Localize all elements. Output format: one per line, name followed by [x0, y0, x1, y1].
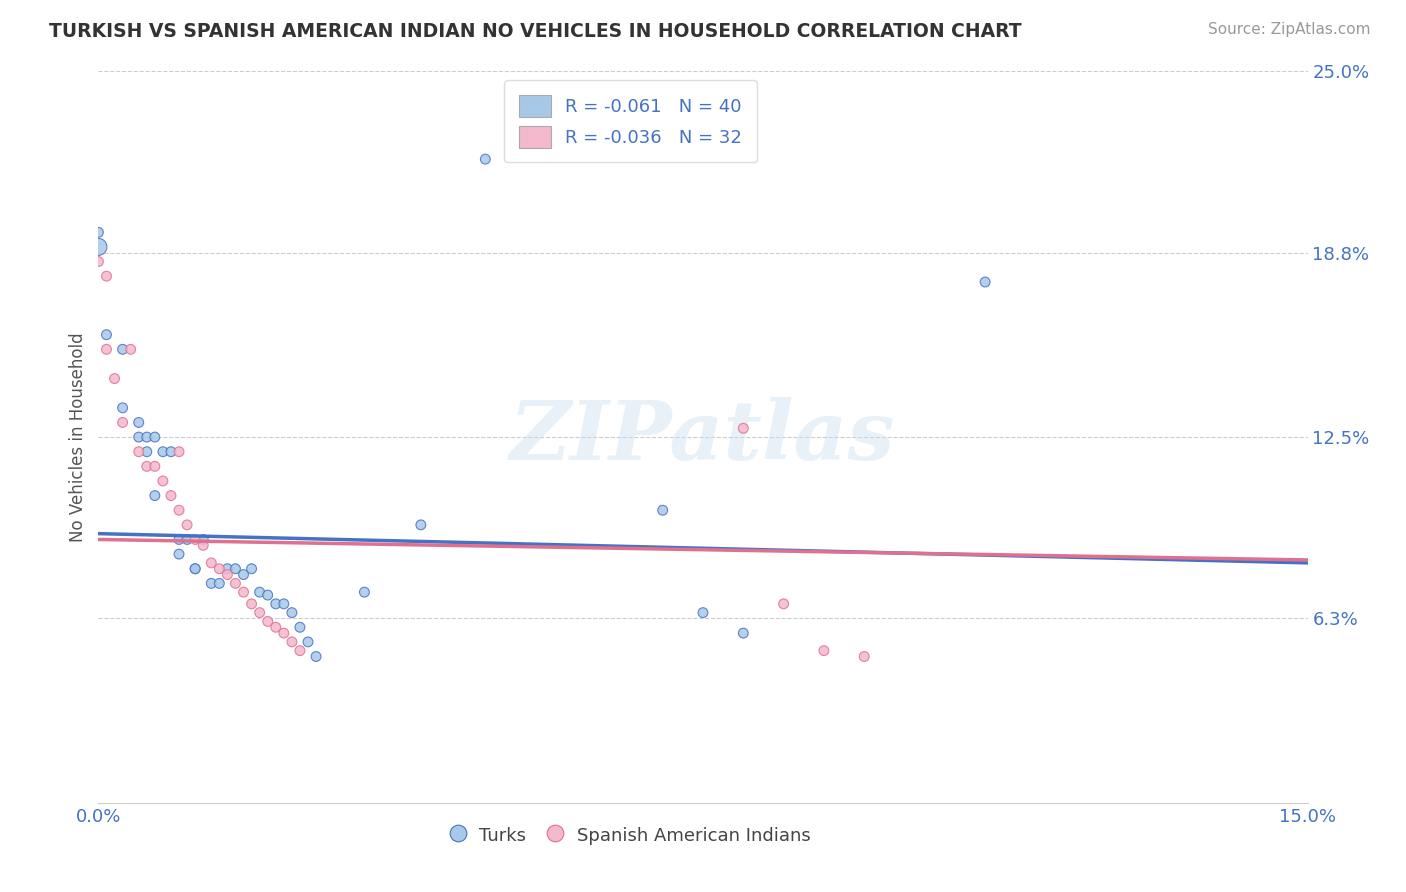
- Point: [176, 533, 198, 547]
- Point: [288, 620, 311, 634]
- Point: [217, 567, 239, 582]
- Point: [281, 635, 304, 649]
- Point: [200, 556, 222, 570]
- Point: [273, 626, 295, 640]
- Point: [305, 649, 328, 664]
- Point: [160, 489, 183, 503]
- Point: [143, 430, 166, 444]
- Text: TURKISH VS SPANISH AMERICAN INDIAN NO VEHICLES IN HOUSEHOLD CORRELATION CHART: TURKISH VS SPANISH AMERICAN INDIAN NO VE…: [49, 22, 1022, 41]
- Point: [353, 585, 375, 599]
- Point: [474, 152, 496, 166]
- Point: [264, 620, 287, 634]
- Point: [167, 533, 190, 547]
- Point: [264, 597, 287, 611]
- Point: [160, 444, 183, 458]
- Point: [273, 597, 295, 611]
- Y-axis label: No Vehicles in Household: No Vehicles in Household: [69, 332, 87, 542]
- Point: [135, 444, 157, 458]
- Point: [200, 576, 222, 591]
- Point: [813, 643, 835, 657]
- Point: [733, 626, 755, 640]
- Point: [193, 533, 215, 547]
- Point: [111, 343, 134, 357]
- Point: [96, 269, 118, 284]
- Point: [167, 503, 190, 517]
- Point: [297, 635, 319, 649]
- Point: [143, 459, 166, 474]
- Point: [176, 517, 198, 532]
- Point: [167, 444, 190, 458]
- Point: [974, 275, 997, 289]
- Point: [232, 585, 254, 599]
- Point: [111, 416, 134, 430]
- Point: [111, 401, 134, 415]
- Point: [853, 649, 876, 664]
- Point: [409, 517, 432, 532]
- Point: [103, 371, 125, 385]
- Point: [87, 254, 110, 268]
- Point: [128, 416, 150, 430]
- Point: [184, 562, 207, 576]
- Point: [224, 562, 246, 576]
- Point: [184, 562, 207, 576]
- Point: [128, 444, 150, 458]
- Text: ZIPatlas: ZIPatlas: [510, 397, 896, 477]
- Point: [152, 474, 174, 488]
- Point: [193, 538, 215, 552]
- Point: [240, 562, 263, 576]
- Point: [651, 503, 673, 517]
- Point: [217, 562, 239, 576]
- Point: [152, 444, 174, 458]
- Point: [96, 343, 118, 357]
- Point: [288, 643, 311, 657]
- Point: [772, 597, 794, 611]
- Point: [256, 615, 278, 629]
- Point: [256, 588, 278, 602]
- Point: [87, 225, 110, 239]
- Point: [128, 430, 150, 444]
- Point: [120, 343, 142, 357]
- Point: [692, 606, 714, 620]
- Legend: Turks, Spanish American Indians: Turks, Spanish American Indians: [443, 819, 818, 852]
- Point: [135, 459, 157, 474]
- Point: [281, 606, 304, 620]
- Point: [135, 430, 157, 444]
- Point: [249, 585, 271, 599]
- Point: [167, 547, 190, 561]
- Point: [96, 327, 118, 342]
- Point: [224, 576, 246, 591]
- Point: [733, 421, 755, 435]
- Point: [240, 597, 263, 611]
- Point: [232, 567, 254, 582]
- Point: [143, 489, 166, 503]
- Point: [208, 562, 231, 576]
- Point: [87, 240, 110, 254]
- Point: [184, 533, 207, 547]
- Point: [208, 576, 231, 591]
- Point: [249, 606, 271, 620]
- Text: Source: ZipAtlas.com: Source: ZipAtlas.com: [1208, 22, 1371, 37]
